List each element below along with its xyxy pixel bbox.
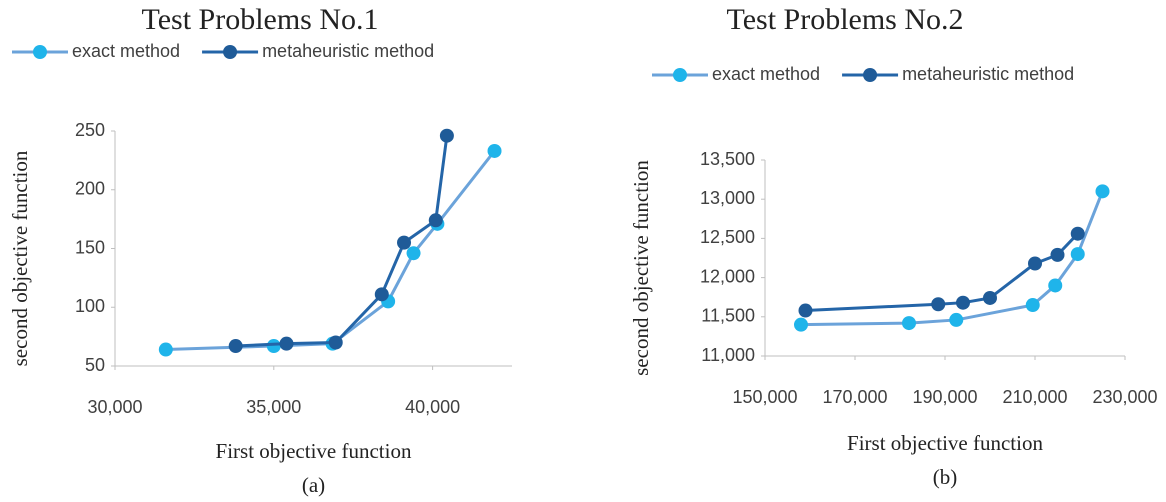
x-axis-label: First objective function [216, 439, 412, 463]
x-axis-label: First objective function [847, 431, 1043, 455]
y-axis-label: second objective function [8, 150, 32, 366]
data-point [397, 235, 412, 250]
legend-label: metaheuristic method [902, 64, 1074, 84]
data-point [798, 303, 813, 318]
y-tick-label: 100 [75, 296, 105, 316]
y-tick-label: 11,500 [701, 306, 755, 326]
x-tick-label: 170,000 [822, 387, 887, 407]
data-point [439, 128, 454, 143]
data-point [983, 290, 997, 305]
x-tick-label: 35,000 [246, 397, 301, 417]
data-point [794, 317, 808, 332]
data-point [428, 213, 443, 228]
y-tick-label: 12,000 [700, 266, 755, 286]
data-point [1070, 226, 1085, 241]
caption: (a) [302, 473, 325, 497]
x-tick-label: 150,000 [732, 387, 797, 407]
data-point [487, 143, 502, 158]
x-tick-label: 230,000 [1092, 387, 1157, 407]
data-point [228, 339, 243, 354]
legend-marker [33, 45, 47, 59]
chart-title: Test Problems No.2 [726, 3, 963, 36]
data-point [1028, 256, 1042, 271]
data-point [1025, 298, 1040, 313]
y-tick-label: 200 [75, 179, 105, 199]
data-point [406, 246, 421, 261]
y-tick-label: 50 [85, 355, 105, 375]
data-point [1048, 278, 1063, 293]
legend-label: metaheuristic method [262, 41, 434, 61]
chart-title: Test Problems No.1 [141, 3, 378, 36]
data-point [1070, 247, 1085, 262]
y-tick-label: 250 [75, 120, 105, 140]
legend-label: exact method [72, 41, 180, 61]
data-point [931, 297, 946, 312]
data-point [158, 342, 173, 357]
series-line [235, 135, 449, 348]
data-point [949, 312, 964, 327]
data-point [328, 335, 343, 350]
y-tick-label: 150 [75, 237, 105, 257]
caption: (b) [933, 465, 958, 489]
data-point [1095, 184, 1110, 199]
data-point [1050, 247, 1065, 262]
series-line [165, 150, 496, 352]
data-point [956, 295, 970, 310]
legend-marker [223, 45, 238, 59]
legend-marker [863, 68, 878, 82]
y-tick-label: 13,000 [700, 188, 755, 208]
y-tick-label: 11,000 [701, 345, 755, 365]
x-tick-label: 40,000 [405, 397, 460, 417]
y-axis-label: second objective function [629, 160, 653, 376]
y-tick-label: 13,500 [700, 149, 755, 169]
x-tick-label: 210,000 [1002, 387, 1067, 407]
legend-marker [673, 68, 687, 82]
x-tick-label: 190,000 [912, 387, 977, 407]
data-point [266, 339, 281, 354]
data-point [374, 287, 389, 302]
data-point [902, 316, 916, 331]
legend-label: exact method [712, 64, 820, 84]
data-point [279, 336, 294, 351]
y-tick-label: 12,500 [700, 227, 755, 247]
x-tick-label: 30,000 [87, 397, 142, 417]
